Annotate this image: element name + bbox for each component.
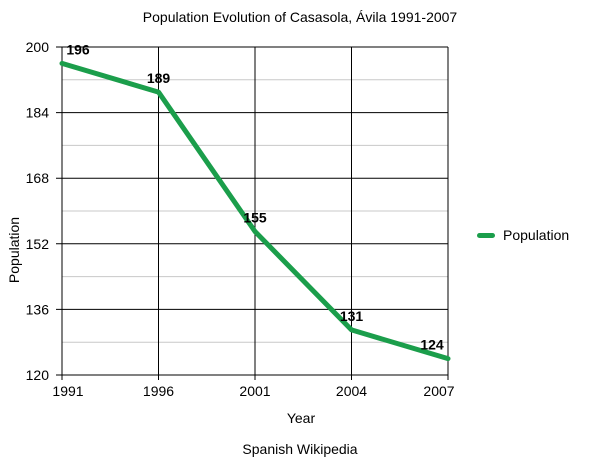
data-label: 196	[66, 41, 90, 57]
y-tick-label: 136	[26, 301, 50, 317]
data-label: 189	[147, 70, 171, 86]
population-line	[59, 60, 451, 362]
x-tick-label: 1996	[143, 383, 174, 399]
data-label: 124	[420, 337, 444, 353]
legend-line-marker	[477, 233, 495, 238]
source-caption: Spanish Wikipedia	[242, 441, 358, 457]
legend: Population	[477, 227, 569, 244]
y-axis-title: Population	[6, 217, 22, 283]
data-label: 131	[340, 308, 364, 324]
plot-area: Population Evolution of Casasola, Ávila …	[6, 9, 457, 426]
chart-title: Population Evolution of Casasola, Ávila …	[143, 9, 458, 25]
y-tick-label: 200	[26, 39, 50, 55]
x-tick-label: 2007	[423, 383, 454, 399]
data-label: 155	[243, 210, 267, 226]
x-tick-label: 1991	[52, 383, 83, 399]
x-tick-label: 2001	[239, 383, 270, 399]
x-axis-title: Year	[287, 410, 316, 426]
y-tick-label: 168	[26, 170, 50, 186]
legend-label: Population	[503, 227, 570, 243]
y-tick-label: 152	[26, 236, 50, 252]
y-tick-label: 184	[26, 105, 50, 121]
y-tick-label: 120	[26, 367, 50, 383]
x-tick-label: 2004	[336, 383, 367, 399]
